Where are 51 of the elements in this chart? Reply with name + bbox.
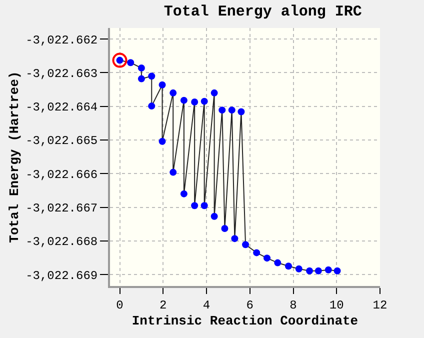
point — [274, 259, 282, 266]
point — [306, 267, 314, 274]
point — [253, 249, 260, 256]
x-axis-title: Intrinsic Reaction Coordinate — [132, 314, 358, 328]
point — [200, 98, 208, 105]
point — [242, 241, 250, 248]
point — [112, 52, 128, 68]
x-tick-label: 12 — [372, 298, 388, 312]
x-tick-label: 10 — [329, 298, 344, 312]
point — [191, 98, 198, 106]
chart-title: Total Energy along IRC — [164, 4, 362, 21]
point — [148, 102, 156, 110]
point — [238, 108, 245, 116]
point — [231, 235, 238, 242]
y-tick-label: -3,022.664 — [26, 100, 98, 115]
x-tick-label: 8 — [290, 298, 297, 312]
point — [158, 138, 166, 145]
point — [180, 190, 188, 198]
y-tick-label: -3,022.669 — [26, 268, 98, 283]
y-tick-label: -3,022.666 — [26, 168, 98, 182]
point — [264, 254, 271, 262]
point — [170, 89, 177, 96]
point — [148, 72, 156, 80]
x-tick-label: 6 — [246, 298, 254, 312]
x-tick-label: 2 — [160, 298, 167, 312]
point — [170, 168, 177, 176]
point — [200, 202, 208, 210]
x-tick-label: 0 — [116, 298, 124, 312]
point — [295, 265, 302, 272]
point — [210, 89, 218, 96]
y-tick-label: -3,022.662 — [26, 33, 98, 48]
point — [221, 224, 228, 232]
y-tick-label: -3,022.668 — [26, 235, 98, 250]
point — [228, 106, 236, 114]
y-axis-title: Total Energy (Hartree) — [7, 71, 22, 243]
point — [191, 202, 198, 210]
point — [138, 75, 145, 82]
x-tick-label: 4 — [202, 298, 210, 312]
point — [324, 266, 332, 274]
point — [158, 81, 166, 88]
point — [218, 106, 226, 114]
y-tick-label: -3,022.667 — [26, 201, 98, 216]
point — [138, 64, 145, 72]
point — [284, 262, 292, 270]
point — [314, 267, 322, 274]
y-tick-label: -3,022.665 — [26, 134, 98, 148]
point — [180, 96, 188, 104]
point — [127, 59, 134, 66]
point — [334, 267, 341, 274]
y-tick-label: -3,022.663 — [26, 66, 98, 81]
point — [210, 212, 218, 220]
